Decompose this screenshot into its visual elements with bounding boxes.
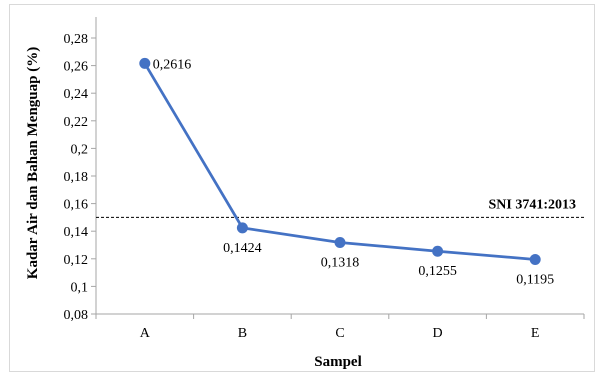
series-group xyxy=(139,57,541,265)
data-labels: 0,2616 0,1424 0,1318 0,1255 0,1195 xyxy=(153,57,554,287)
data-label: 0,2616 xyxy=(153,57,192,72)
y-tick-label: 0,2 xyxy=(71,142,89,157)
y-tick-label: 0,16 xyxy=(64,198,89,213)
y-tick-label: 0,12 xyxy=(64,253,89,268)
series-line xyxy=(143,62,536,261)
data-label: 0,1255 xyxy=(418,264,457,279)
data-point-e xyxy=(529,253,541,265)
x-tick-label: B xyxy=(238,326,247,341)
y-axis-title: Kadar Air dan Bahan Menguap (%) xyxy=(25,47,41,279)
x-tick-label: A xyxy=(140,326,151,341)
x-tick-label: E xyxy=(531,326,540,341)
reference-line-group: SNI 3741:2013 xyxy=(96,197,584,218)
data-point-b xyxy=(236,222,248,234)
data-point-a xyxy=(139,57,151,69)
reference-line-label: SNI 3741:2013 xyxy=(488,197,576,212)
data-label: 0,1318 xyxy=(321,256,360,271)
data-label: 0,1424 xyxy=(223,241,262,256)
chart-canvas: 0,08 0,1 0,12 0,14 0,16 0,18 0,2 0,22 0,24 0,26 0,… xyxy=(25,17,585,370)
data-point-d xyxy=(432,245,444,257)
data-point-c xyxy=(334,237,346,249)
x-tick-label: D xyxy=(433,326,443,341)
x-tick-label: C xyxy=(335,326,344,341)
y-tick-label: 0,18 xyxy=(64,170,89,185)
x-axis: A B C D E xyxy=(95,313,585,341)
chart-frame: 0,08 0,1 0,12 0,14 0,16 0,18 0,2 0,22 0,24 0,26 0,… xyxy=(9,4,595,372)
y-tick-label: 0,26 xyxy=(64,60,89,75)
y-tick-label: 0,24 xyxy=(64,87,89,102)
y-tick-label: 0,1 xyxy=(71,280,89,295)
y-tick-label: 0,22 xyxy=(64,115,89,130)
y-axis: 0,08 0,1 0,12 0,14 0,16 0,18 0,2 0,22 0,24 0,26 0,… xyxy=(64,17,97,323)
x-axis-title: Sampel xyxy=(314,354,362,370)
data-label: 0,1195 xyxy=(516,272,554,287)
y-tick-label: 0,28 xyxy=(64,32,89,47)
y-tick-label: 0,14 xyxy=(64,225,89,240)
y-tick-label: 0,08 xyxy=(64,308,89,323)
